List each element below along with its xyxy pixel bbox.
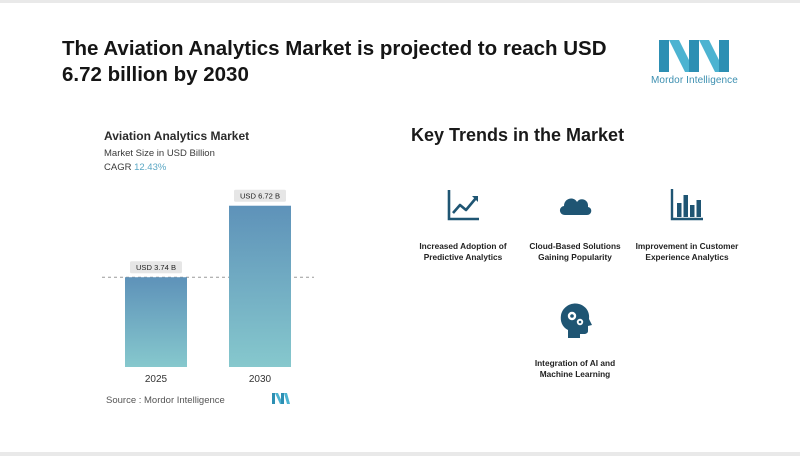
cagr-line: CAGR 12.43% bbox=[104, 162, 166, 173]
trend-label: Integration of AI and Machine Learning bbox=[534, 358, 616, 379]
data-label: USD 3.74 B bbox=[136, 263, 176, 272]
trend-item-customer-experience: Improvement in Customer Experience Analy… bbox=[632, 185, 742, 263]
bar-2025 bbox=[125, 277, 187, 367]
mordor-logo bbox=[659, 40, 729, 72]
trend-item-cloud-solutions: Cloud-Based Solutions Gaining Popularity bbox=[520, 185, 630, 263]
trend-label: Increased Adoption of Predictive Analyti… bbox=[419, 241, 507, 262]
trend-item-predictive-analytics: Increased Adoption of Predictive Analyti… bbox=[408, 185, 518, 263]
source-text: Source : Mordor Intelligence bbox=[106, 395, 225, 406]
x-tick-label: 2030 bbox=[249, 374, 272, 385]
trends-title: Key Trends in the Market bbox=[411, 125, 625, 145]
bar-2030 bbox=[229, 205, 291, 367]
data-label-box bbox=[234, 189, 286, 202]
cagr-value: 12.43% bbox=[134, 162, 167, 173]
trend-item-ai-ml: Integration of AI and Machine Learning bbox=[520, 300, 630, 380]
page-title: The Aviation Analytics Market is project… bbox=[62, 37, 607, 86]
data-label-box bbox=[130, 261, 182, 274]
bar-chart: USD 3.74 B 2025 USD 6.72 B 2030 bbox=[102, 189, 314, 385]
bottom-rule bbox=[0, 452, 800, 456]
chart-title: Aviation Analytics Market bbox=[104, 129, 250, 143]
trend-label: Improvement in Customer Experience Analy… bbox=[635, 241, 739, 262]
bar-chart-icon bbox=[670, 189, 703, 221]
x-tick-label: 2025 bbox=[145, 374, 168, 385]
chart-subtitle: Market Size in USD Billion bbox=[104, 148, 215, 159]
cagr-label: CAGR bbox=[104, 162, 132, 173]
trend-label: Cloud-Based Solutions Gaining Popularity bbox=[529, 241, 621, 262]
line-chart-icon bbox=[447, 190, 479, 221]
source-logo bbox=[272, 393, 290, 404]
cloud-icon bbox=[559, 198, 592, 215]
top-rule bbox=[0, 0, 800, 3]
data-label: USD 6.72 B bbox=[240, 192, 280, 201]
head-gears-icon bbox=[560, 303, 592, 338]
logo-text: Mordor Intelligence bbox=[651, 75, 738, 86]
